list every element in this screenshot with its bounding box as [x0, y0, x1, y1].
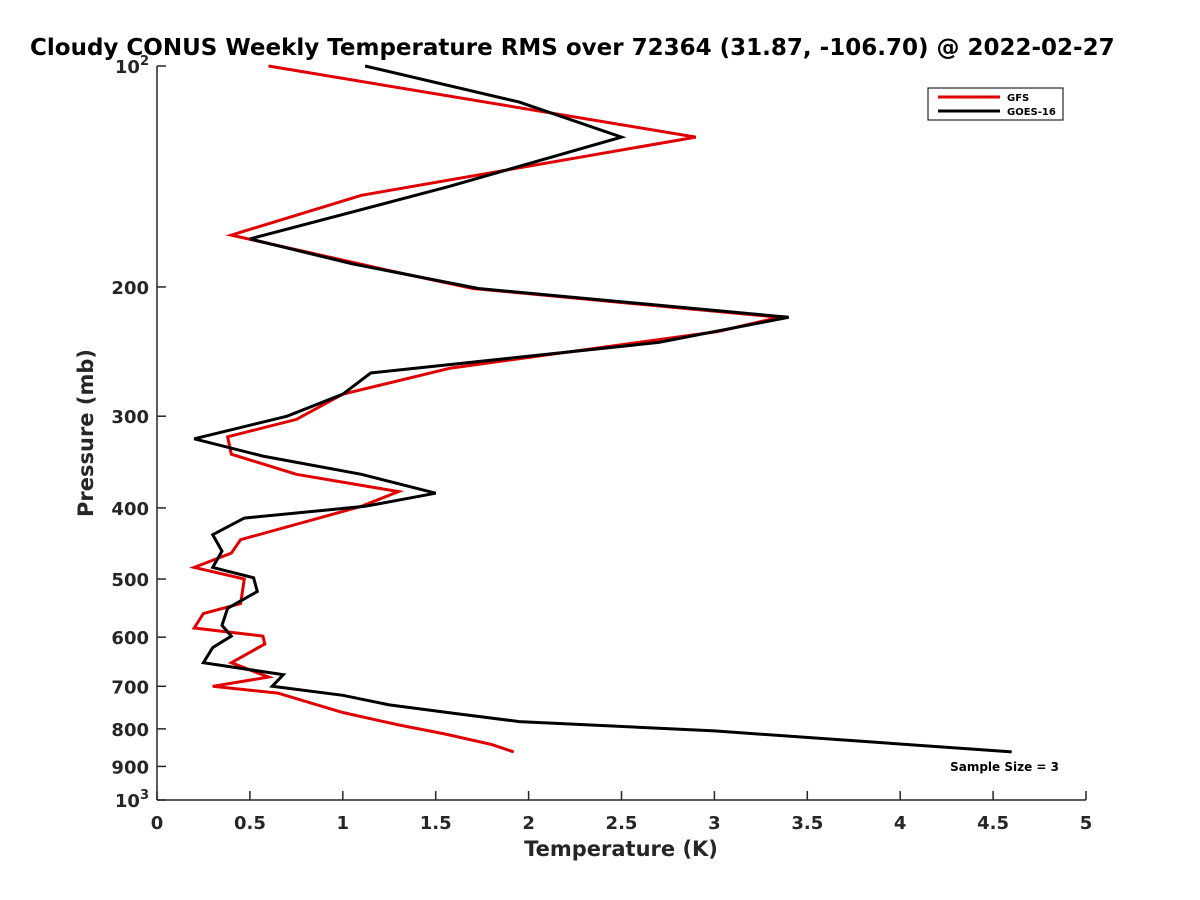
x-tick-label: 1.5 — [420, 813, 452, 834]
data-point-goes-16 — [364, 65, 366, 67]
y-tick-label: 200 — [111, 278, 149, 299]
data-point-goes-16 — [221, 624, 223, 626]
data-point-gfs — [444, 733, 446, 735]
chart-title: Cloudy CONUS Weekly Temperature RMS over… — [30, 35, 1115, 61]
data-point-goes-16 — [249, 238, 251, 240]
data-point-gfs — [212, 685, 214, 687]
data-point-goes-16 — [212, 534, 214, 536]
data-point-gfs — [193, 566, 195, 568]
data-point-gfs — [230, 234, 232, 236]
data-point-goes-16 — [193, 438, 195, 440]
x-axis-label: Temperature (K) — [524, 837, 718, 861]
data-point-goes-16 — [788, 316, 790, 318]
data-point-goes-16 — [518, 721, 520, 723]
data-point-goes-16 — [253, 577, 255, 579]
data-point-gfs — [227, 436, 229, 438]
x-tick-label: 0.5 — [234, 813, 266, 834]
data-point-goes-16 — [388, 704, 390, 706]
data-point-goes-16 — [227, 607, 229, 609]
data-point-goes-16 — [221, 550, 223, 552]
data-point-goes-16 — [448, 186, 450, 188]
data-point-gfs — [398, 724, 400, 726]
y-tick-label: 102 — [115, 54, 149, 78]
data-point-gfs — [202, 613, 204, 615]
data-point-goes-16 — [518, 101, 520, 103]
data-point-goes-16 — [262, 455, 264, 457]
data-point-gfs — [398, 491, 400, 493]
data-point-gfs — [268, 676, 270, 678]
data-point-goes-16 — [243, 517, 245, 519]
data-point-gfs — [240, 539, 242, 541]
data-point-goes-16 — [230, 635, 232, 637]
series-line-gfs — [189, 64, 780, 754]
legend-box — [927, 87, 1064, 121]
data-point-gfs — [695, 136, 697, 138]
series-line-goes-16 — [193, 64, 1012, 754]
data-point-gfs — [513, 751, 515, 753]
series-layer — [189, 64, 1013, 754]
x-tick-label: 2.5 — [606, 813, 638, 834]
data-point-goes-16 — [477, 288, 479, 290]
data-point-gfs — [277, 692, 279, 694]
y-tick-label: 600 — [111, 628, 149, 649]
x-tick-label: 3 — [708, 813, 721, 834]
y-axis-label: Pressure (mb) — [74, 349, 98, 517]
x-tick-label: 4.5 — [977, 813, 1009, 834]
legend-label-goes-16: GOES-16 — [1007, 107, 1056, 118]
data-point-goes-16 — [1011, 751, 1013, 753]
data-point-gfs — [342, 712, 344, 714]
data-point-goes-16 — [435, 492, 437, 494]
x-tick-label: 0 — [151, 813, 164, 834]
x-tick-label: 4 — [894, 813, 907, 834]
data-point-goes-16 — [370, 372, 372, 374]
data-point-gfs — [193, 627, 195, 629]
data-point-gfs — [295, 473, 297, 475]
legend: GFS GOES-16 — [927, 87, 1064, 121]
data-point-goes-16 — [271, 685, 273, 687]
data-point-gfs — [243, 578, 245, 580]
x-tick-label: 3.5 — [791, 813, 823, 834]
data-point-gfs — [262, 635, 264, 637]
legend-label-gfs: GFS — [1007, 93, 1029, 104]
data-point-goes-16 — [212, 566, 214, 568]
data-point-goes-16 — [658, 341, 660, 343]
data-point-goes-16 — [282, 674, 284, 676]
data-point-gfs — [264, 643, 266, 645]
data-point-gfs — [450, 367, 452, 369]
data-point-goes-16 — [202, 662, 204, 664]
y-axis-ticks: 102 200 300 400 500 600 700 800 900 103 — [111, 54, 166, 812]
y-tick-label: 700 — [111, 677, 149, 698]
data-point-gfs — [230, 662, 232, 664]
x-tick-label: 5 — [1080, 813, 1093, 834]
data-point-goes-16 — [256, 591, 258, 593]
data-point-goes-16 — [453, 712, 455, 714]
y-tick-label: 400 — [111, 499, 149, 520]
data-point-goes-16 — [364, 505, 366, 507]
data-point-gfs — [230, 453, 232, 455]
y-tick-label: 900 — [111, 757, 149, 778]
data-point-gfs — [490, 743, 492, 745]
y-tick-label: 300 — [111, 407, 149, 428]
data-point-goes-16 — [342, 393, 344, 395]
data-point-gfs — [230, 552, 232, 554]
y-tick-label: 800 — [111, 720, 149, 741]
x-tick-label: 1 — [337, 813, 350, 834]
data-point-goes-16 — [351, 263, 353, 265]
data-point-gfs — [295, 418, 297, 420]
data-point-goes-16 — [212, 647, 214, 649]
data-point-goes-16 — [286, 415, 288, 417]
data-point-goes-16 — [360, 473, 362, 475]
y-tick-label: 103 — [115, 788, 149, 812]
data-point-goes-16 — [713, 730, 715, 732]
data-point-gfs — [268, 65, 270, 67]
data-point-goes-16 — [342, 694, 344, 696]
sample-size-annotation: Sample Size = 3 — [950, 760, 1059, 774]
y-tick-label: 500 — [111, 570, 149, 591]
x-tick-label: 2 — [522, 813, 535, 834]
x-axis-ticks: 0 0.5 1 1.5 2 2.5 3 3.5 4 4.5 5 — [151, 791, 1093, 834]
data-point-goes-16 — [621, 136, 623, 138]
data-point-gfs — [360, 194, 362, 196]
